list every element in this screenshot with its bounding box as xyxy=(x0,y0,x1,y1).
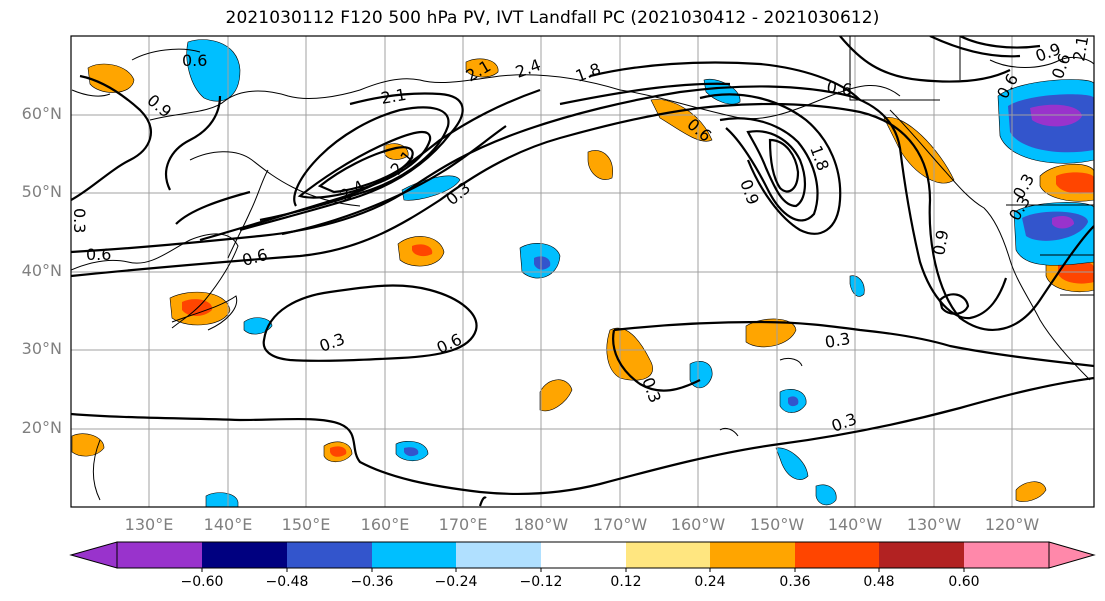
shade-positive xyxy=(539,379,573,412)
colorbar-tick-label: −0.36 xyxy=(350,574,394,590)
colorbar-high-extension xyxy=(1048,541,1096,569)
lon-label: 160°E xyxy=(360,515,410,534)
colorbar-tick-label: 0.24 xyxy=(694,574,726,590)
shade-strong-negative xyxy=(404,447,419,457)
lat-label: 50°N xyxy=(21,182,62,201)
contour-label: 0.3 xyxy=(823,329,851,352)
shade-negative xyxy=(849,275,865,297)
coastlines xyxy=(71,36,1094,501)
lon-label: 150°W xyxy=(749,515,805,534)
colorbar-tick-label: −0.60 xyxy=(180,574,224,590)
shade-positive xyxy=(87,63,135,93)
shade-positive xyxy=(1015,481,1047,502)
shade-strongest-negative xyxy=(1052,216,1074,229)
colorbar-tick-label: 0.12 xyxy=(610,574,642,590)
colorbar-tick-label: −0.48 xyxy=(265,574,309,590)
colorbar xyxy=(69,541,1096,572)
shade-positive xyxy=(650,99,713,142)
shade-strong-positive xyxy=(1056,172,1094,194)
lon-label: 180°W xyxy=(513,515,569,534)
colorbar-tick-label: 0.36 xyxy=(779,574,811,590)
lat-label: 20°N xyxy=(21,418,62,437)
colorbar-tick-label: −0.24 xyxy=(434,574,478,590)
shade-negative xyxy=(186,39,241,102)
lon-label: 150°E xyxy=(281,515,331,534)
lon-label: 140°W xyxy=(827,515,883,534)
lon-label: 140°E xyxy=(203,515,253,534)
contour-label: 0.6 xyxy=(825,77,853,99)
figure-title: 2021030112 F120 500 hPa PV, IVT Landfall… xyxy=(225,8,880,28)
shade-positive xyxy=(883,117,955,184)
shade-positive xyxy=(465,58,499,78)
contour-label: 0.3 xyxy=(70,208,89,233)
lon-label: 130°W xyxy=(906,515,962,534)
ivt-shading xyxy=(71,39,1094,507)
shade-positive xyxy=(587,150,613,180)
shade-negative xyxy=(815,484,837,506)
lon-label: 170°W xyxy=(592,515,648,534)
shade-negative xyxy=(205,492,239,507)
shade-positive xyxy=(606,327,653,381)
lon-label: 160°W xyxy=(670,515,726,534)
lat-label: 40°N xyxy=(21,261,62,280)
map-frame xyxy=(70,35,1095,508)
colorbar-tick-label: −0.12 xyxy=(519,574,563,590)
shade-strong-negative xyxy=(788,396,799,407)
shade-strongest-negative xyxy=(1030,104,1082,127)
lat-label: 60°N xyxy=(21,104,62,123)
colorbar-low-extension xyxy=(69,541,118,569)
shade-strong-positive xyxy=(330,446,347,457)
shade-strong-negative xyxy=(534,256,551,270)
contour-label: 0.9 xyxy=(929,228,952,256)
graticule xyxy=(71,36,1094,507)
lon-label: 130°E xyxy=(124,515,174,534)
colorbar-tick-label: 0.60 xyxy=(948,574,980,590)
shade-strong-positive xyxy=(412,244,433,257)
lon-label: 170°E xyxy=(438,515,488,534)
pv-contours xyxy=(71,36,1094,507)
shade-positive xyxy=(745,318,797,348)
lat-label: 30°N xyxy=(21,339,62,358)
contour-label: 2.1 xyxy=(379,85,407,108)
contour-label: 0.6 xyxy=(86,245,111,264)
shade-negative xyxy=(775,447,809,480)
contour-label: 2.1 xyxy=(1069,34,1092,62)
contour-label: 0.6 xyxy=(182,51,207,70)
shade-negative xyxy=(243,317,273,335)
lon-label: 120°W xyxy=(984,515,1040,534)
colorbar-tick-label: 0.48 xyxy=(863,574,895,590)
